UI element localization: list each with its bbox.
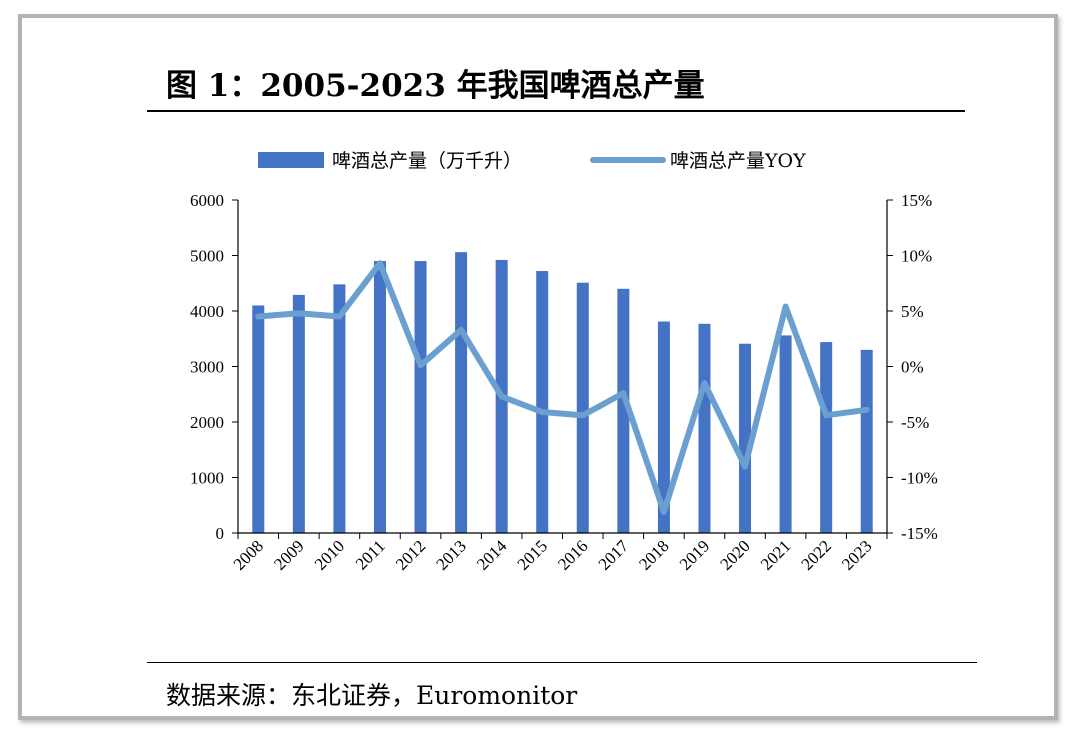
legend: 啤酒总产量（万千升） 啤酒总产量YOY <box>258 150 806 172</box>
left-tick-label: 1000 <box>190 469 224 488</box>
x-tick-label: 2011 <box>352 536 389 573</box>
yoy-point <box>377 260 383 266</box>
right-tick-label: -5% <box>901 413 929 432</box>
right-tick-label: -15% <box>901 524 938 543</box>
bar-series <box>252 252 873 534</box>
bar <box>252 305 265 533</box>
x-tick-label: 2009 <box>270 536 307 573</box>
bar <box>779 335 792 533</box>
x-tick-label: 2021 <box>757 536 794 573</box>
yoy-point <box>661 509 667 515</box>
bar <box>739 343 752 533</box>
x-tick-label: 2014 <box>473 536 511 574</box>
yoy-point <box>336 314 342 320</box>
bar <box>414 261 427 533</box>
line-series <box>255 260 870 515</box>
bar <box>455 252 468 534</box>
left-tick-label: 4000 <box>190 302 224 321</box>
yoy-point <box>783 304 789 310</box>
source-divider <box>147 662 977 663</box>
left-axis: 0 1000 2000 3000 4000 5000 6000 <box>190 191 239 543</box>
left-tick-label: 5000 <box>190 247 224 266</box>
bar <box>536 271 549 533</box>
yoy-point <box>823 412 829 418</box>
right-tick-label: 5% <box>901 302 924 321</box>
right-tick-label: -10% <box>901 469 938 488</box>
title-divider <box>147 110 965 112</box>
right-tick-label: 10% <box>901 247 932 266</box>
yoy-point <box>701 380 707 386</box>
bar <box>657 321 670 533</box>
right-tick-label: 15% <box>901 191 932 210</box>
x-tick-label: 2018 <box>635 536 672 573</box>
legend-bar-label: 啤酒总产量（万千升） <box>332 150 522 172</box>
x-axis: 2008 2009 2010 2011 2012 2013 2014 2015 2016 2017… <box>230 532 888 574</box>
bar <box>698 323 711 533</box>
yoy-point <box>499 393 505 399</box>
yoy-point <box>742 463 748 469</box>
yoy-point <box>418 362 424 368</box>
x-tick-label: 2020 <box>716 536 753 573</box>
x-tick-label: 2008 <box>230 536 267 573</box>
bar <box>820 342 833 533</box>
yoy-point <box>539 409 545 415</box>
left-tick-label: 2000 <box>190 413 224 432</box>
yoy-point <box>458 327 464 333</box>
yoy-point <box>620 390 626 396</box>
x-tick-label: 2012 <box>392 536 429 573</box>
x-tick-label: 2017 <box>595 536 633 574</box>
x-tick-label: 2010 <box>311 536 348 573</box>
bar <box>292 294 305 533</box>
x-tick-label: 2023 <box>838 536 875 573</box>
page-title: 图 1：2005-2023 年我国啤酒总产量 <box>166 68 705 104</box>
yoy-point <box>580 412 586 418</box>
left-tick-label: 0 <box>216 524 225 543</box>
bar <box>617 288 630 533</box>
left-tick-label: 6000 <box>190 191 224 210</box>
right-axis: -15% -10% -5% 0% 5% 10% 15% <box>886 191 938 543</box>
x-tick-label: 2016 <box>554 536 591 573</box>
bar <box>333 284 346 533</box>
yoy-point <box>296 310 302 316</box>
x-tick-label: 2019 <box>676 536 713 573</box>
x-tick-label: 2022 <box>798 536 835 573</box>
source-note: 数据来源：东北证券，Euromonitor <box>166 681 578 710</box>
left-tick-label: 3000 <box>190 358 224 377</box>
yoy-line <box>255 260 870 515</box>
legend-line-label: 啤酒总产量YOY <box>670 150 806 172</box>
yoy-point <box>864 407 870 413</box>
bar <box>860 349 873 533</box>
legend-bar-swatch <box>258 152 324 168</box>
x-tick-label: 2013 <box>432 536 469 573</box>
bar <box>576 282 589 533</box>
right-tick-label: 0% <box>901 358 924 377</box>
x-tick-label: 2015 <box>514 536 551 573</box>
bar <box>373 261 386 533</box>
yoy-point <box>255 314 261 320</box>
